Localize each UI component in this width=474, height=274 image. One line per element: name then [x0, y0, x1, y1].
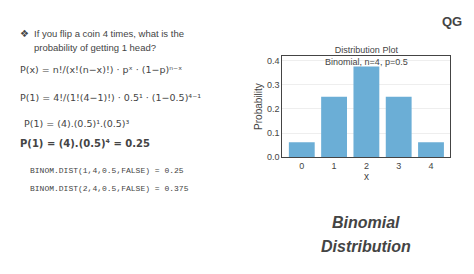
svg-text:P(1) = (4).(0.5)⁴ = 0.25: P(1) = (4).(0.5)⁴ = 0.25 [20, 138, 150, 149]
svg-text:If you flip a coin 4 times, wh: If you flip a coin 4 times, what is the [34, 28, 184, 39]
svg-text:Distribution PlotBinomial, n=4: Distribution PlotBinomial, n=4, p=0.5 [325, 45, 408, 67]
svg-text:0.2: 0.2 [267, 104, 280, 114]
svg-text:0.1: 0.1 [267, 128, 280, 138]
svg-text:0: 0 [299, 161, 304, 171]
svg-text:probability of getting 1 head?: probability of getting 1 head? [34, 42, 156, 53]
svg-text:3: 3 [396, 161, 401, 171]
svg-text:1: 1 [332, 161, 337, 171]
svg-text:P(1) = 4!/(1!(4−1)!) · 0.5¹ ·: P(1) = 4!/(1!(4−1)!) · 0.5¹ · (1−0.5)⁴⁻¹ [20, 92, 201, 103]
svg-text:Probability: Probability [253, 83, 264, 130]
svg-text:4: 4 [428, 161, 433, 171]
svg-text:❖: ❖ [20, 28, 29, 39]
svg-text:0.4: 0.4 [267, 56, 280, 66]
svg-text:2: 2 [364, 161, 369, 171]
svg-text:Binomial: Binomial [332, 214, 400, 231]
svg-text:P(1) = (4).(0.5)¹.(0.5)³: P(1) = (4).(0.5)¹.(0.5)³ [24, 118, 130, 129]
svg-text:BINOM.DIST(1,4,0.5,FALSE) = 0.: BINOM.DIST(1,4,0.5,FALSE) = 0.25 [30, 166, 184, 175]
svg-text:Distribution: Distribution [321, 238, 411, 255]
svg-text:BINOM.DIST(2,4,0.5,FALSE) = 0.: BINOM.DIST(2,4,0.5,FALSE) = 0.375 [30, 184, 189, 193]
svg-text:QG: QG [442, 14, 462, 29]
svg-text:0.0: 0.0 [267, 152, 280, 162]
svg-text:P(x) = n!/(x!(n−x)!) · pˣ · (1: P(x) = n!/(x!(n−x)!) · pˣ · (1−p)ⁿ⁻ˣ [20, 64, 182, 75]
svg-text:0.3: 0.3 [267, 80, 280, 90]
svg-text:x: x [364, 171, 369, 182]
